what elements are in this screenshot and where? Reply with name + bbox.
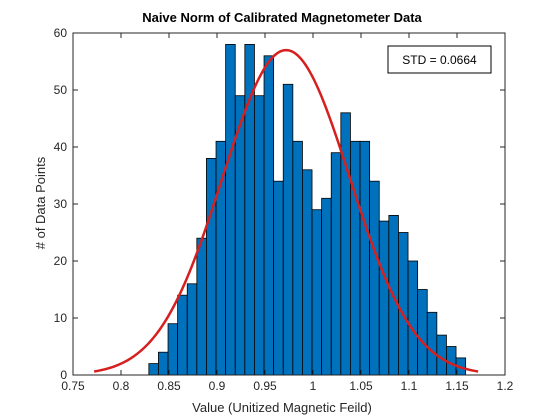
std-annotation: STD = 0.0664 [387,45,492,74]
x-tick-label: 0.9 [209,379,226,393]
histogram-bars [148,44,467,376]
histogram-bar [311,209,323,376]
x-tick-label: 0.95 [253,379,277,393]
histogram-bar [186,283,198,376]
histogram-bar [378,220,390,376]
histogram-bar [158,351,169,376]
x-tick-label: 1.1 [401,379,418,393]
histogram-bar [177,294,188,376]
histogram-bar [167,323,179,376]
x-axis-ticks: 0.75 0.8 0.85 0.9 0.95 1 1.05 1.1 1.15 1.2 [61,33,514,393]
histogram-bar [359,140,371,376]
y-axis-ticks: 0 10 20 30 40 50 60 [54,26,505,382]
histogram-bar [254,95,265,376]
histogram-bar [148,363,159,376]
histogram-bar [302,169,313,376]
x-tick-label: 1.2 [497,379,514,393]
histogram-bar [330,152,342,376]
x-tick-label: 0.8 [113,379,130,393]
x-tick-label: 0.75 [61,379,85,393]
y-tick-label: 50 [54,83,68,97]
x-axis-label: Value (Unitized Magnetic Feild) [192,400,372,415]
x-tick-label: 1 [310,379,317,393]
x-tick-label: 1.05 [349,379,373,393]
y-tick-label: 10 [54,311,68,325]
histogram-bar [206,157,217,376]
y-tick-label: 20 [54,254,68,268]
chart-title: Naive Norm of Calibrated Magnetometer Da… [142,10,422,25]
normal-fit-curve [93,48,479,373]
histogram-bar [273,180,284,376]
histogram-bar [417,289,428,376]
y-axis-label: # of Data Points [33,156,48,249]
histogram-bar [426,311,438,376]
y-tick-label: 40 [54,140,68,154]
histogram-bar [282,83,294,376]
histogram-bar [369,180,380,376]
y-tick-label: 0 [60,368,67,382]
y-tick-label: 30 [54,197,68,211]
histogram-bar [292,140,303,376]
histogram-bar [350,140,361,376]
x-tick-label: 0.85 [157,379,181,393]
histogram-bar [321,197,332,376]
histogram-bar [196,237,207,376]
histogram-bar [225,44,236,376]
histogram-bar [263,55,275,376]
annotation-text: STD = 0.0664 [402,53,477,67]
histogram-bar [398,232,409,376]
y-tick-label: 60 [54,26,68,40]
annotation-box [387,45,492,74]
x-tick-label: 1.15 [445,379,469,393]
histogram-bar [407,260,419,376]
